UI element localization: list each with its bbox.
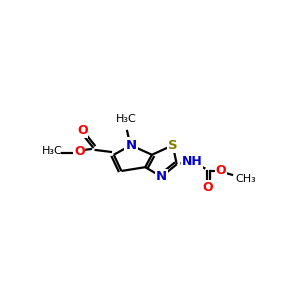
Text: H₃C: H₃C: [116, 113, 136, 124]
Text: H₃C: H₃C: [42, 146, 63, 156]
Text: S: S: [168, 139, 178, 152]
Text: N: N: [156, 170, 167, 183]
Text: O: O: [215, 164, 226, 178]
Text: CH₃: CH₃: [235, 174, 256, 184]
Text: N: N: [125, 139, 136, 152]
Text: O: O: [74, 146, 85, 158]
Text: O: O: [203, 181, 214, 194]
Text: NH: NH: [182, 155, 202, 168]
Text: O: O: [77, 124, 88, 137]
